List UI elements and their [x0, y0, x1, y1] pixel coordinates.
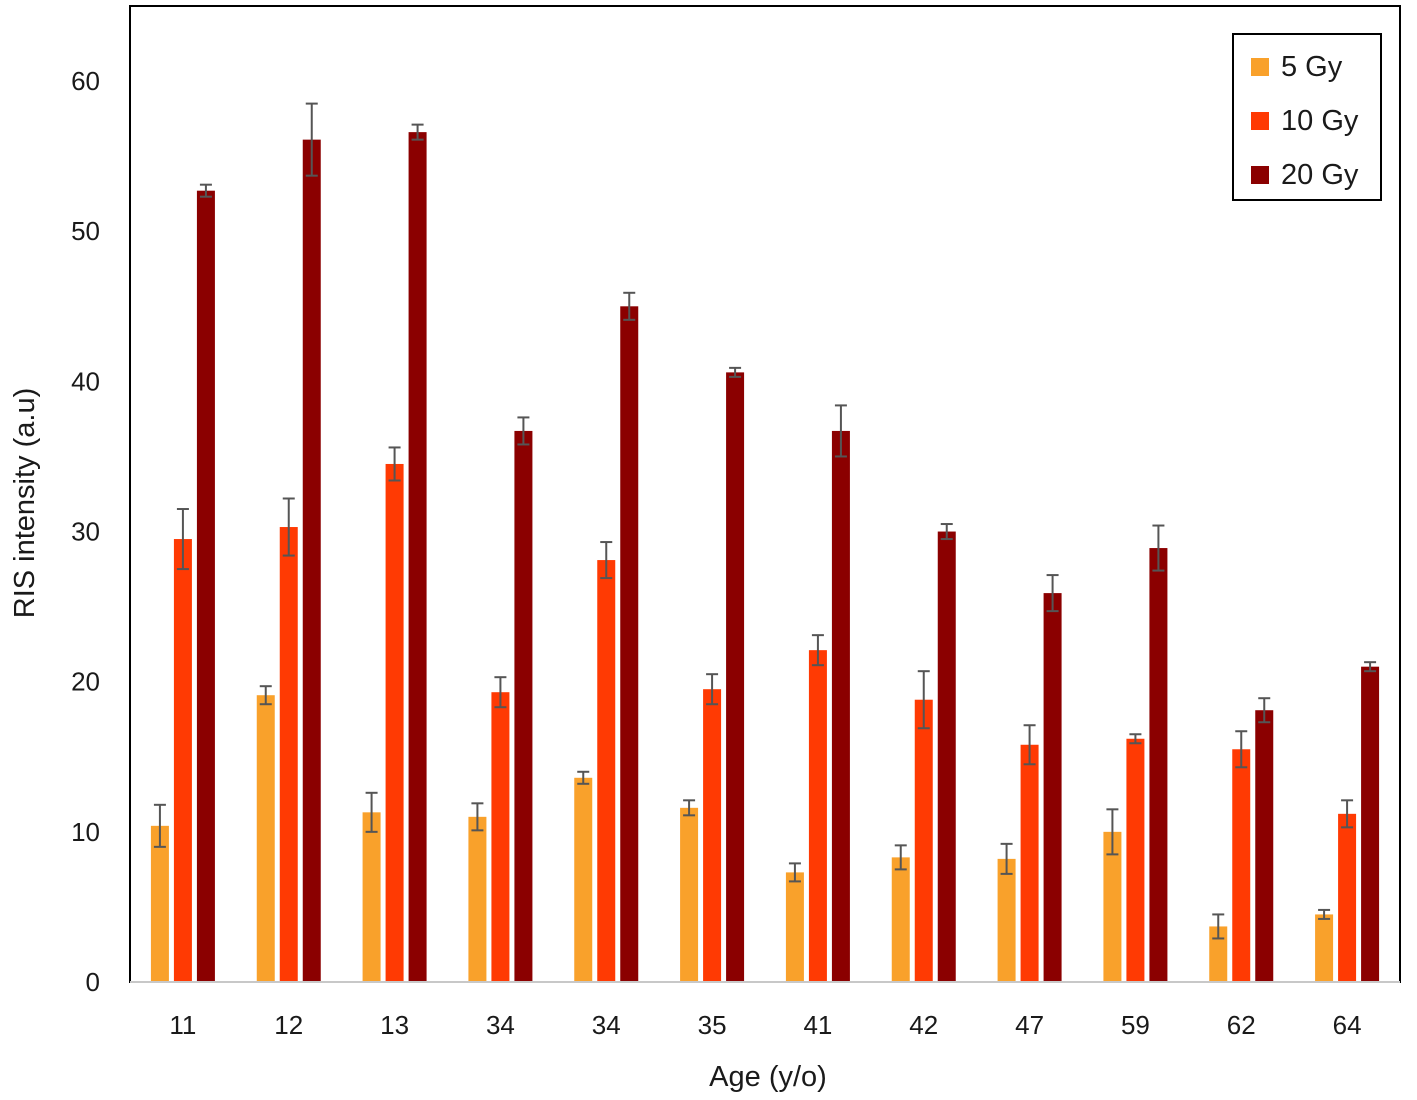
bar-5gy-10	[1209, 926, 1228, 982]
bar-10gy-11	[1338, 813, 1357, 982]
x-tick-label: 47	[1015, 1010, 1044, 1040]
bar-20gy-8	[1043, 593, 1062, 982]
bar-10gy-1	[279, 527, 298, 982]
bar-10gy-4	[597, 560, 616, 982]
legend-label: 10 Gy	[1281, 105, 1359, 137]
bar-5gy-9	[1103, 831, 1122, 982]
x-tick-label: 59	[1121, 1010, 1150, 1040]
bar-20gy-0	[196, 190, 215, 983]
bar-5gy-0	[150, 825, 169, 982]
bar-20gy-9	[1149, 548, 1168, 982]
x-tick-label: 12	[274, 1010, 303, 1040]
y-axis-title: RIS intensity (a.u)	[9, 388, 41, 618]
bar-10gy-8	[1020, 744, 1039, 982]
bar-20gy-7	[937, 531, 956, 982]
legend-swatch	[1251, 112, 1269, 130]
y-tick-label: 0	[86, 967, 100, 997]
bar-10gy-3	[491, 692, 510, 982]
legend-label: 5 Gy	[1281, 51, 1343, 83]
x-tick-label: 35	[698, 1010, 727, 1040]
bar-20gy-1	[302, 139, 321, 983]
bar-5gy-3	[468, 816, 487, 982]
bar-5gy-5	[680, 807, 699, 982]
bar-20gy-11	[1361, 666, 1380, 982]
legend-swatch	[1251, 166, 1269, 184]
bar-5gy-6	[785, 872, 804, 982]
x-tick-label: 41	[803, 1010, 832, 1040]
legend-label: 20 Gy	[1281, 159, 1359, 191]
bar-20gy-10	[1255, 710, 1274, 982]
bar-10gy-2	[385, 463, 404, 982]
y-tick-label: 10	[71, 817, 100, 847]
x-axis-title: Age (y/o)	[709, 1061, 827, 1093]
bar-10gy-7	[914, 699, 933, 982]
bar-10gy-0	[173, 539, 192, 982]
y-tick-label: 30	[71, 517, 100, 547]
bar-20gy-2	[408, 132, 427, 983]
bar-5gy-7	[891, 857, 910, 982]
bar-10gy-10	[1232, 749, 1251, 982]
bar-20gy-5	[726, 372, 745, 983]
y-tick-label: 50	[71, 216, 100, 246]
x-tick-label: 13	[380, 1010, 409, 1040]
bar-10gy-6	[808, 650, 827, 982]
bar-5gy-1	[256, 695, 275, 982]
bar-10gy-5	[703, 689, 722, 982]
bar-5gy-11	[1315, 914, 1334, 982]
bar-5gy-4	[574, 777, 593, 982]
bar-20gy-4	[620, 306, 639, 982]
y-tick-label: 20	[71, 667, 100, 697]
bar-20gy-3	[514, 430, 533, 982]
x-tick-label: 11	[169, 1010, 196, 1040]
x-tick-label: 34	[486, 1010, 515, 1040]
x-tick-label: 64	[1333, 1010, 1362, 1040]
x-tick-label: 42	[909, 1010, 938, 1040]
y-tick-label: 60	[71, 66, 100, 96]
y-tick-label: 40	[71, 366, 100, 396]
bar-20gy-6	[831, 430, 850, 982]
bar-5gy-8	[997, 858, 1016, 982]
legend-swatch	[1251, 58, 1269, 76]
legend: 5 Gy 10 Gy 20 Gy	[1232, 33, 1382, 201]
bar-5gy-2	[362, 812, 381, 982]
x-tick-label: 62	[1227, 1010, 1256, 1040]
x-tick-label: 34	[592, 1010, 621, 1040]
bar-10gy-9	[1126, 738, 1145, 982]
